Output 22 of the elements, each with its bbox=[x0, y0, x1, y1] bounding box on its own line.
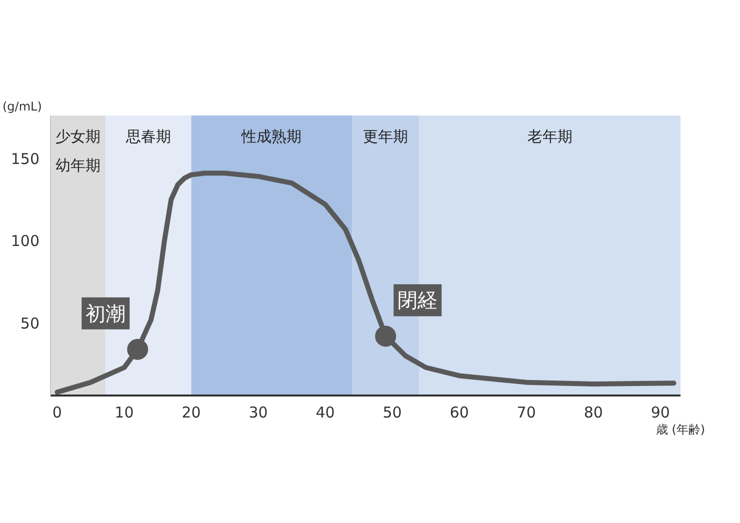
annotation: 閉経 bbox=[398, 288, 438, 312]
band-label: 性成熟期 bbox=[240, 128, 302, 146]
x-tick-label: 50 bbox=[382, 404, 402, 422]
x-axis-title: 歳 (年齢) bbox=[656, 422, 706, 436]
x-tick-label: 40 bbox=[316, 404, 335, 422]
y-tick-label: 150 bbox=[10, 150, 40, 168]
y-tick-label: 100 bbox=[10, 232, 40, 250]
annotation: 初潮 bbox=[86, 301, 126, 326]
y-axis-title: (g/mL) bbox=[2, 100, 42, 114]
x-tick-label: 60 bbox=[450, 404, 469, 422]
band-label: 老年期 bbox=[527, 128, 572, 146]
band-label: 更年期 bbox=[363, 128, 408, 146]
x-tick-label: 30 bbox=[248, 404, 268, 422]
x-tick-label: 70 bbox=[516, 404, 536, 422]
x-tick-label: 90 bbox=[650, 404, 670, 422]
x-tick-label: 10 bbox=[114, 404, 134, 422]
band-label: 少女期幼年期 bbox=[55, 128, 100, 174]
x-tick-label: 20 bbox=[182, 404, 201, 422]
band-label: 思春期 bbox=[124, 128, 171, 146]
x-tick-label: 80 bbox=[584, 404, 603, 422]
x-tick-label: 0 bbox=[52, 404, 62, 422]
y-tick-label: 50 bbox=[20, 314, 40, 333]
